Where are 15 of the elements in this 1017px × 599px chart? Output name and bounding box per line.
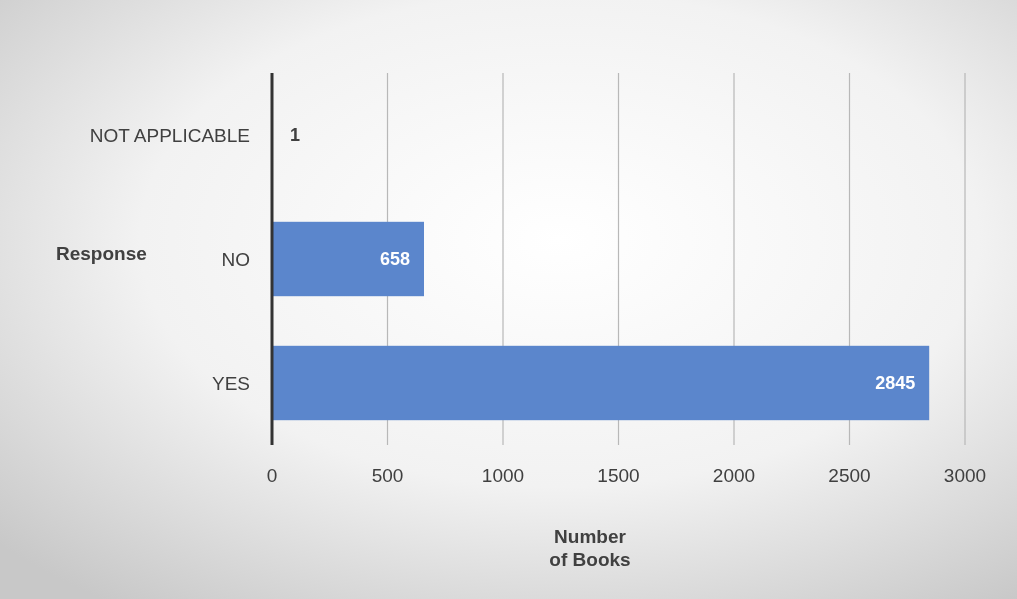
x-tick-label: 2000 xyxy=(712,465,756,486)
x-tick-label: 0 xyxy=(266,465,278,486)
x-tick-label: 1000 xyxy=(481,465,525,486)
y-tick-label: NO xyxy=(221,248,250,270)
x-tick-label: 500 xyxy=(371,465,404,486)
y-tick-label: NOT APPLICABLE xyxy=(89,124,250,146)
y-tick-label: YES xyxy=(211,372,250,394)
x-tick-label: 1500 xyxy=(597,465,640,486)
y-axis-title: Response xyxy=(56,242,147,264)
data-label: 1 xyxy=(289,125,300,146)
x-tick-label: 2500 xyxy=(828,465,871,486)
x-axis-title: Number of Books xyxy=(549,526,631,571)
data-label: 2845 xyxy=(875,373,916,394)
data-label: 658 xyxy=(379,249,410,270)
x-tick-label: 3000 xyxy=(943,465,987,486)
